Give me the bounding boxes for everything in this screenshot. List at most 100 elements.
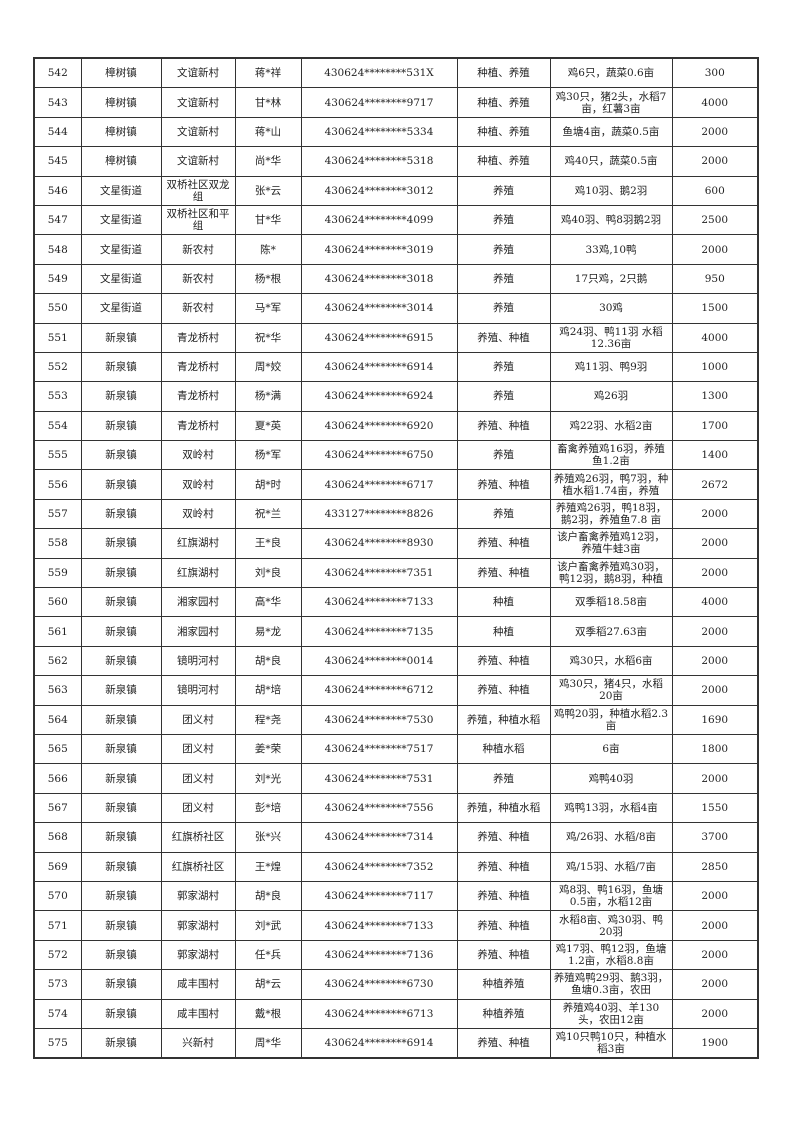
cell-amount: 1500 bbox=[671, 293, 759, 324]
cell-details: 鸡/15羽、水稻/7亩 bbox=[549, 851, 673, 882]
category-text: 养殖，种植水稻 bbox=[466, 801, 541, 814]
town-text: 新泉镇 bbox=[105, 978, 137, 991]
cell-amount: 2000 bbox=[671, 528, 759, 559]
cell-details: 该户畜禽养殖鸡12羽，养殖牛蛙3亩 bbox=[549, 528, 673, 559]
cell-amount: 2000 bbox=[671, 910, 759, 941]
amount-text: 2850 bbox=[701, 860, 729, 873]
cell-town: 新泉镇 bbox=[80, 645, 162, 677]
row-number-text: 548 bbox=[47, 243, 68, 256]
table-row: 557 新泉镇 双岭村 祝*兰 433127********8826 养殖 养殖鸡26羽，鸭… bbox=[33, 498, 759, 530]
id-number-text: 430624********3014 bbox=[324, 302, 434, 315]
cell-row-number: 559 bbox=[33, 557, 82, 589]
cell-person-name: 胡*培 bbox=[234, 675, 302, 706]
category-text: 养殖、种植 bbox=[477, 948, 530, 961]
details-text: 鸡鸭40羽 bbox=[588, 772, 634, 785]
cell-amount: 2000 bbox=[671, 998, 759, 1029]
details-text: 养殖鸡40羽、羊130头，农田12亩 bbox=[562, 1001, 660, 1026]
cell-details: 鱼塘4亩，蔬菜0.5亩 bbox=[549, 116, 673, 148]
id-number-text: 433127********8826 bbox=[324, 508, 434, 521]
cell-village: 双岭村 bbox=[160, 498, 236, 530]
cell-person-name: 张*云 bbox=[234, 175, 302, 206]
amount-text: 2000 bbox=[701, 655, 729, 667]
row-number-text: 570 bbox=[47, 890, 68, 903]
amount-text: 4000 bbox=[701, 331, 729, 344]
cell-town: 文星街道 bbox=[80, 175, 162, 206]
cell-row-number: 567 bbox=[33, 792, 82, 824]
cell-village: 双岭村 bbox=[160, 469, 236, 500]
cell-person-name: 胡*良 bbox=[234, 645, 302, 677]
cell-row-number: 557 bbox=[33, 498, 82, 530]
id-number-text: 430624********3012 bbox=[324, 184, 434, 197]
cell-village: 团义村 bbox=[160, 733, 236, 765]
cell-details: 养殖鸡26羽，鸭18羽，鹅2羽，养殖鱼7.8 亩 bbox=[549, 498, 673, 530]
cell-person-name: 马*军 bbox=[234, 293, 302, 324]
cell-amount: 2500 bbox=[671, 204, 759, 236]
table-row: 548 文星街道 新农村 陈* 430624********3019 养殖 33鸡,10鸭 2… bbox=[33, 234, 759, 265]
details-text: 鸡40只，蔬菜0.5亩 bbox=[564, 155, 658, 168]
cell-category: 养殖、种植 bbox=[456, 557, 551, 589]
row-number-text: 563 bbox=[47, 684, 68, 697]
cell-details: 鸡40只，蔬菜0.5亩 bbox=[549, 146, 673, 177]
cell-category: 养殖 bbox=[456, 204, 551, 236]
cell-id-number: 430624********531X bbox=[300, 57, 458, 89]
table-row: 545 樟树镇 文谊新村 尚*华 430624********5318 种植、养殖 鸡40只… bbox=[33, 146, 759, 177]
cell-person-name: 王*煌 bbox=[234, 851, 302, 882]
village-text: 团义村 bbox=[182, 713, 214, 726]
cell-details: 鸡40羽、鸭8羽鹅2羽 bbox=[549, 204, 673, 236]
category-text: 养殖、种植 bbox=[477, 537, 530, 550]
amount-text: 4000 bbox=[701, 596, 729, 609]
cell-id-number: 430624********6730 bbox=[300, 969, 458, 1000]
cell-details: 鸡24羽、鸭11羽 水稻12.36亩 bbox=[549, 322, 673, 353]
category-text: 养殖 bbox=[493, 508, 514, 521]
cell-town: 新泉镇 bbox=[80, 704, 162, 735]
cell-id-number: 430624********3012 bbox=[300, 175, 458, 206]
cell-village: 红旗桥社区 bbox=[160, 851, 236, 882]
cell-village: 郭家湖村 bbox=[160, 939, 236, 971]
amount-text: 300 bbox=[704, 67, 725, 80]
cell-id-number: 430624********5318 bbox=[300, 146, 458, 177]
amount-text: 4000 bbox=[701, 96, 729, 109]
village-text: 新农村 bbox=[182, 302, 214, 315]
cell-amount: 2000 bbox=[671, 880, 759, 912]
town-text: 新泉镇 bbox=[105, 743, 137, 756]
details-text: 该户畜禽养殖鸡30羽，鸭12羽，鹅8羽，种植 bbox=[557, 560, 665, 585]
table-row: 551 新泉镇 青龙桥村 祝*华 430624********6915 养殖、种植 鸡24羽… bbox=[33, 322, 759, 353]
town-text: 文星街道 bbox=[100, 272, 142, 285]
category-text: 种植、养殖 bbox=[477, 155, 530, 168]
cell-amount: 2000 bbox=[671, 116, 759, 148]
category-text: 种植水稻 bbox=[482, 743, 525, 756]
town-text: 新泉镇 bbox=[105, 801, 137, 814]
cell-row-number: 547 bbox=[33, 204, 82, 236]
row-number-text: 555 bbox=[47, 449, 68, 462]
category-text: 养殖、种植 bbox=[477, 890, 530, 903]
cell-amount: 1400 bbox=[671, 440, 759, 471]
cell-amount: 4000 bbox=[671, 587, 759, 618]
category-text: 种植、养殖 bbox=[477, 96, 530, 109]
cell-details: 双季稻27.63亩 bbox=[549, 616, 673, 647]
cell-category: 养殖 bbox=[456, 175, 551, 206]
details-text: 鸡30只，水稻6亩 bbox=[569, 655, 653, 667]
details-text: 养殖鸡鸭29羽、鹅3羽，鱼塘0.3亩，农田 bbox=[553, 972, 669, 997]
table-row: 569 新泉镇 红旗桥社区 王*煌 430624********7352 养殖、种植 鸡/1… bbox=[33, 851, 759, 882]
amount-text: 1400 bbox=[701, 449, 729, 462]
cell-category: 种植养殖 bbox=[456, 998, 551, 1029]
cell-person-name: 胡*时 bbox=[234, 469, 302, 500]
cell-amount: 2000 bbox=[671, 763, 759, 794]
cell-row-number: 552 bbox=[33, 351, 82, 383]
cell-person-name: 刘*良 bbox=[234, 557, 302, 589]
table-row: 564 新泉镇 团义村 程*尧 430624********7530 养殖，种植水稻 鸡鸭2… bbox=[33, 704, 759, 735]
row-number-text: 573 bbox=[47, 978, 68, 991]
cell-details: 畜禽养殖鸡16羽，养殖鱼1.2亩 bbox=[549, 440, 673, 471]
row-number-text: 544 bbox=[47, 125, 68, 138]
town-text: 新泉镇 bbox=[105, 361, 137, 374]
town-text: 新泉镇 bbox=[105, 566, 137, 579]
village-text: 郭家湖村 bbox=[177, 919, 219, 932]
town-text: 新泉镇 bbox=[105, 478, 137, 491]
cell-town: 新泉镇 bbox=[80, 675, 162, 706]
cell-amount: 1000 bbox=[671, 351, 759, 383]
table-row: 546 文星街道 双桥社区双龙组 张*云 430624********3012 养殖 鸡10… bbox=[33, 175, 759, 206]
cell-town: 新泉镇 bbox=[80, 910, 162, 941]
cell-category: 养殖、种植 bbox=[456, 880, 551, 912]
cell-row-number: 573 bbox=[33, 969, 82, 1000]
amount-text: 1000 bbox=[701, 361, 729, 374]
